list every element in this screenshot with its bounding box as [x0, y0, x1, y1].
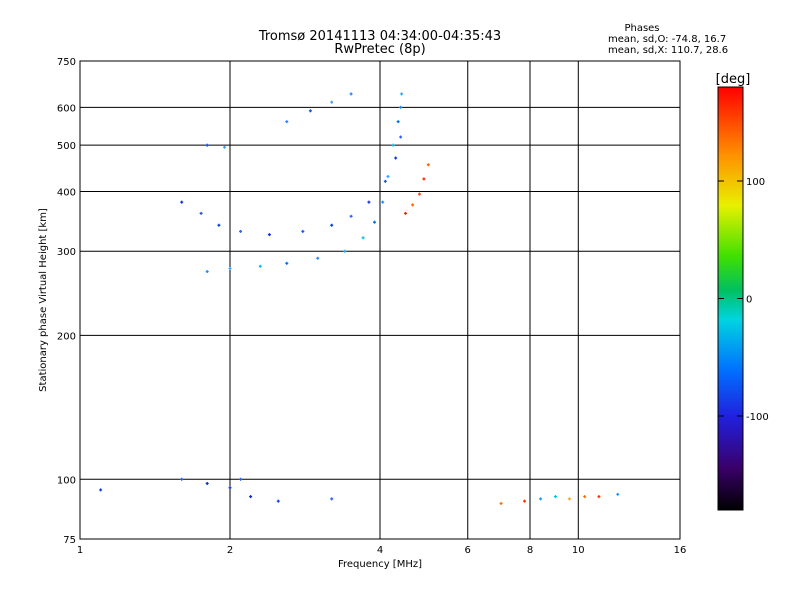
x-tick-label: 2	[227, 545, 233, 556]
x-axis-label: Frequency [MHz]	[338, 559, 422, 570]
colorbar-ticks: 100 0 -100	[718, 177, 769, 423]
phases-x-stats: mean, sd,X: 110.7, 28.6	[608, 45, 728, 56]
data-point	[199, 211, 203, 215]
data-point	[499, 501, 503, 505]
data-point	[422, 177, 426, 181]
data-points	[99, 92, 620, 505]
data-point	[396, 120, 400, 124]
plot-frame	[79, 60, 681, 540]
data-point	[383, 179, 387, 183]
data-point	[239, 229, 243, 233]
colorbar-tick-label: 0	[746, 295, 752, 306]
data-point	[258, 264, 262, 268]
data-point	[285, 120, 289, 124]
chart-title: Tromsø 20141113 04:34:00-04:35:43	[258, 29, 501, 44]
data-point	[399, 105, 403, 109]
data-point	[373, 220, 377, 224]
data-point	[539, 497, 543, 501]
data-point	[217, 223, 221, 227]
data-point	[349, 92, 353, 96]
y-tick-label: 200	[57, 331, 76, 342]
data-point	[367, 200, 371, 204]
data-point	[276, 499, 280, 503]
data-point	[228, 267, 232, 271]
phases-o-stats: mean, sd,O: -74.8, 16.7	[608, 34, 726, 45]
data-point	[330, 100, 334, 104]
data-point	[399, 135, 403, 139]
grid	[80, 61, 680, 539]
y-tick-label: 400	[57, 187, 76, 198]
data-point	[361, 236, 365, 240]
data-point	[205, 481, 209, 485]
data-point	[343, 249, 347, 253]
data-point	[411, 203, 415, 207]
data-point	[400, 92, 404, 96]
data-point	[330, 223, 334, 227]
data-point	[386, 174, 390, 178]
data-point	[228, 486, 232, 490]
data-point	[553, 495, 557, 499]
data-point	[394, 156, 398, 160]
y-tick-label: 500	[57, 141, 76, 152]
data-point	[597, 495, 601, 499]
x-tick-label: 8	[527, 545, 533, 556]
data-point	[523, 499, 527, 503]
y-tick-label: 75	[63, 535, 76, 546]
data-point	[180, 477, 184, 481]
data-point	[301, 229, 305, 233]
y-tick-label: 100	[57, 475, 76, 486]
data-point	[583, 495, 587, 499]
data-point	[99, 488, 103, 492]
data-point	[381, 200, 385, 204]
x-tick-label: 1	[77, 545, 83, 556]
data-point	[330, 497, 334, 501]
data-point	[391, 143, 395, 147]
x-tick-label: 4	[377, 545, 383, 556]
data-point	[249, 495, 253, 499]
y-tick-label: 750	[57, 57, 76, 68]
data-point	[285, 261, 289, 265]
data-point	[205, 270, 209, 274]
data-point	[616, 492, 620, 496]
data-point	[403, 211, 407, 215]
y-tick-label: 600	[57, 103, 76, 114]
x-tick-labels: 1 2 4 6 8 10 16	[77, 545, 687, 556]
y-axis-label: Stationary phase Virtual Height [km]	[38, 208, 49, 392]
data-point	[223, 145, 227, 149]
y-tick-label: 300	[57, 247, 76, 258]
colorbar-tick-label: 100	[746, 177, 765, 188]
data-point	[267, 233, 271, 237]
x-tick-label: 10	[572, 545, 585, 556]
data-point	[349, 214, 353, 218]
x-tick-label: 16	[674, 545, 687, 556]
data-point	[180, 200, 184, 204]
data-point	[239, 477, 243, 481]
colorbar-tick-label: -100	[746, 412, 769, 423]
phases-title: Phases	[624, 23, 659, 34]
x-tick-label: 6	[465, 545, 471, 556]
data-point	[308, 109, 312, 113]
colorbar-label: [deg]	[716, 72, 751, 87]
data-point	[417, 192, 421, 196]
data-point	[426, 163, 430, 167]
data-point	[567, 497, 571, 501]
y-tick-labels: 75 100 200 300 400 500 600 750	[57, 57, 76, 546]
data-point	[316, 256, 320, 260]
chart-subtitle: RwPretec (8p)	[334, 42, 425, 57]
data-point	[205, 143, 209, 147]
